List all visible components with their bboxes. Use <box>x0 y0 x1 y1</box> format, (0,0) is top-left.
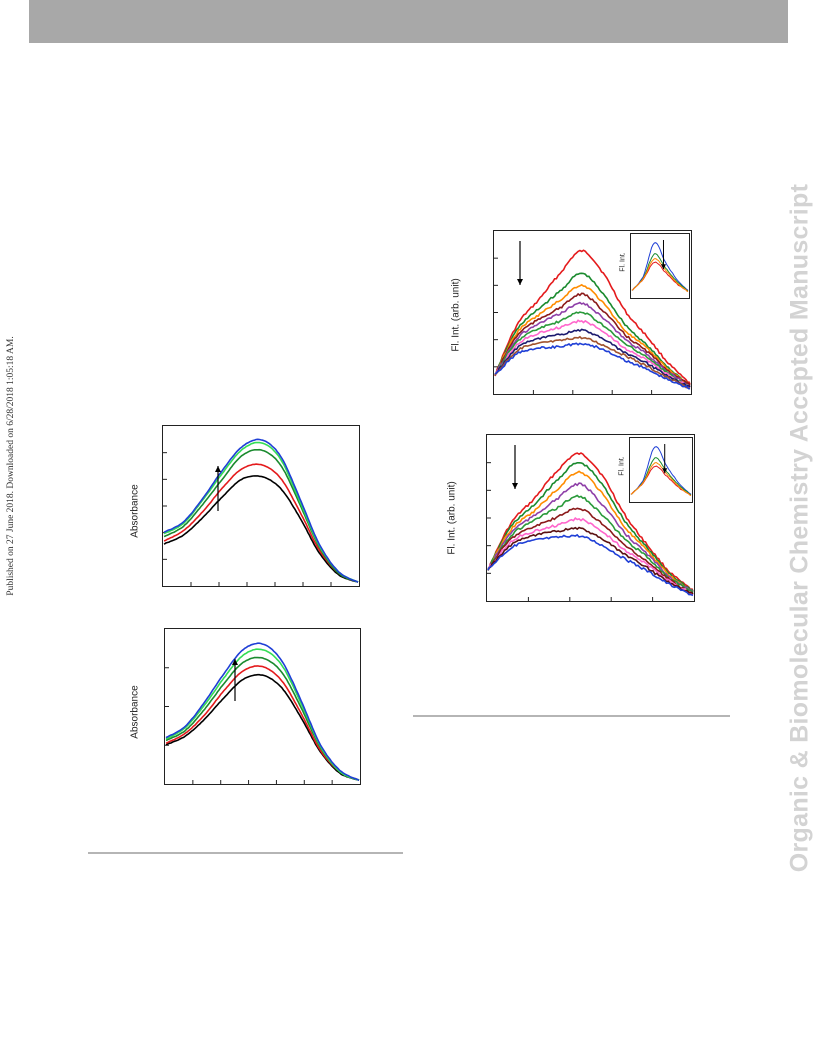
section-rule-left <box>88 852 403 854</box>
inset-arrow-down-icon <box>662 444 668 474</box>
fluorescence-top-series-line <box>494 283 691 387</box>
fluorescence-bottom-series-line <box>487 526 694 595</box>
fluorescence-top-inset-series-line <box>631 261 689 292</box>
fluorescence-top-chart: Fl. Int. <box>493 230 692 395</box>
absorbance-top-series-line <box>163 448 359 583</box>
fluorescence-bottom-series-line <box>487 494 694 593</box>
fluorescence-top-series-line <box>494 292 691 386</box>
fluorescence-bottom-series-line <box>487 462 694 592</box>
fluorescence-bottom-inset-series-line <box>630 446 692 495</box>
journal-watermark-text: Organic & Biomolecular Chemistry Accepte… <box>785 183 814 873</box>
absorbance-top-series-line <box>163 463 359 583</box>
fluorescence-top-series-line <box>494 249 691 385</box>
fluorescence-bottom-chart: Fl. Int. <box>486 434 695 602</box>
absorbance-top-series-line <box>163 438 359 583</box>
absorbance-bottom-series-line <box>165 673 360 781</box>
fluorescence-top-inset-series-line <box>631 242 689 291</box>
fluorescence-top-series-line <box>494 335 691 390</box>
absorbance-top-ylabel-text: Absorbance <box>129 484 141 538</box>
fluorescence-bottom-ylabel-text: Fl. Int. (arb. unit) <box>446 481 458 555</box>
fluorescence-top-series-line <box>494 319 691 389</box>
fluorescence-top-plot <box>494 241 691 394</box>
arrow-down-icon <box>512 445 518 489</box>
absorbance-bottom-plot <box>165 642 360 784</box>
absorbance-bottom-chart <box>164 628 361 785</box>
arrow-up-icon <box>232 659 238 701</box>
fluorescence-top-series-line <box>494 301 691 388</box>
arrow-up-icon <box>215 466 221 511</box>
header-bar <box>29 0 788 43</box>
section-rule-right <box>413 715 730 717</box>
fluorescence-bottom-series-line <box>487 470 694 594</box>
fluorescence-top-series-line <box>494 311 691 388</box>
published-note-text: Published on 27 June 2018. Downloaded on… <box>6 336 16 596</box>
fluorescence-bottom-series-line <box>487 507 694 595</box>
inset-arrow-down-icon <box>660 240 666 270</box>
absorbance-bottom-series-line <box>165 648 360 781</box>
fluorescence-bottom-inset <box>629 437 693 503</box>
absorbance-bottom-series-line <box>165 665 360 781</box>
absorbance-bottom-ticks <box>165 667 333 784</box>
fluorescence-top-inset-series-line <box>631 258 689 292</box>
fluorescence-bottom-series-line <box>487 533 694 597</box>
fluorescence-bottom-series-line <box>487 452 694 592</box>
fluorescence-bottom-plot <box>487 445 694 601</box>
fluorescence-bottom-inset-series-line <box>630 465 692 496</box>
absorbance-bottom-series-line <box>165 642 360 781</box>
absorbance-top-series-line <box>163 475 359 583</box>
absorbance-top-chart <box>162 425 360 587</box>
fluorescence-bottom-inset-series-line <box>630 462 692 496</box>
fluorescence-top-ylabel-text: Fl. Int. (arb. unit) <box>450 278 462 352</box>
fluorescence-top-inset <box>630 233 690 299</box>
absorbance-top-plot <box>163 438 359 586</box>
fluorescence-bottom-series-line <box>487 516 694 596</box>
fluorescence-top-ticks <box>494 257 653 394</box>
fluorescence-bottom-series-line <box>487 482 694 593</box>
absorbance-bottom-ylabel-text: Absorbance <box>129 685 141 739</box>
fluorescence-bottom-ticks <box>487 462 654 601</box>
arrow-down-icon <box>517 241 523 285</box>
fluorescence-top-series-line <box>494 272 691 387</box>
fluorescence-top-series-line <box>494 328 691 388</box>
fluorescence-top-series-line <box>494 342 691 390</box>
